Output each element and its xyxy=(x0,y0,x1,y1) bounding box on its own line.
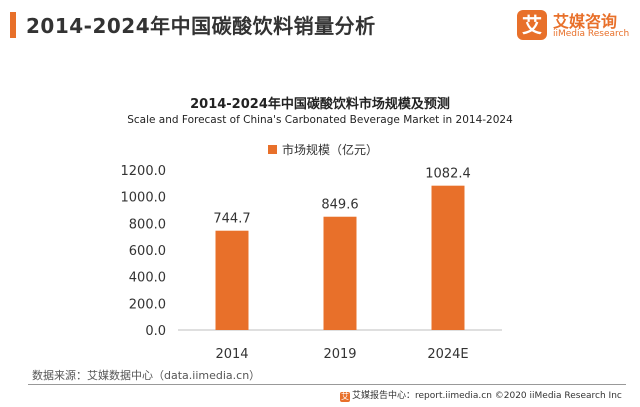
footer-logo-icon: 艾 xyxy=(340,392,350,402)
y-tick-label: 0.0 xyxy=(145,324,166,339)
y-tick-label: 800.0 xyxy=(129,217,166,232)
data-label: 744.7 xyxy=(213,212,250,227)
y-tick-label: 1000.0 xyxy=(121,191,167,206)
y-tick-label: 1200.0 xyxy=(121,164,167,179)
bar-2024E xyxy=(431,185,465,330)
title-accent-bar xyxy=(10,12,16,38)
chart-title: 2014-2024年中国碳酸饮料市场规模及预测 xyxy=(190,97,450,112)
bar-2019 xyxy=(323,216,357,330)
legend-label: 市场规模（亿元） xyxy=(282,143,379,157)
chart-legend: 市场规模（亿元） xyxy=(268,141,378,158)
footer-text: 艾媒报告中心：report.iimedia.cn ©2020 iiMedia R… xyxy=(352,391,622,401)
legend-swatch xyxy=(268,145,277,154)
y-tick-label: 200.0 xyxy=(129,297,166,312)
data-label: 849.6 xyxy=(321,198,358,213)
iimedia-logo: 艾 艾媒咨询 iiMedia Research xyxy=(517,8,633,46)
x-tick-label: 2019 xyxy=(323,347,356,362)
page-title: 2014-2024年中国碳酸饮料销量分析 xyxy=(26,14,376,38)
chart-subtitle: Scale and Forecast of China's Carbonated… xyxy=(127,114,513,126)
data-label: 1082.4 xyxy=(425,167,471,182)
logo-mark-icon: 艾 xyxy=(517,10,547,40)
logo-name-cn: 艾媒咨询 xyxy=(553,12,618,31)
x-tick-label: 2014 xyxy=(215,347,248,362)
logo-name-en: iiMedia Research xyxy=(553,29,630,39)
x-tick-label: 2024E xyxy=(427,347,468,362)
y-tick-label: 400.0 xyxy=(129,271,166,286)
footer: 艾艾媒报告中心：report.iimedia.cn ©2020 iiMedia … xyxy=(340,388,622,402)
footer-divider xyxy=(28,384,626,385)
y-tick-label: 600.0 xyxy=(129,244,166,259)
bar-2014 xyxy=(215,230,249,330)
data-source: 数据来源：艾媒数据中心（data.iimedia.cn） xyxy=(32,369,261,382)
